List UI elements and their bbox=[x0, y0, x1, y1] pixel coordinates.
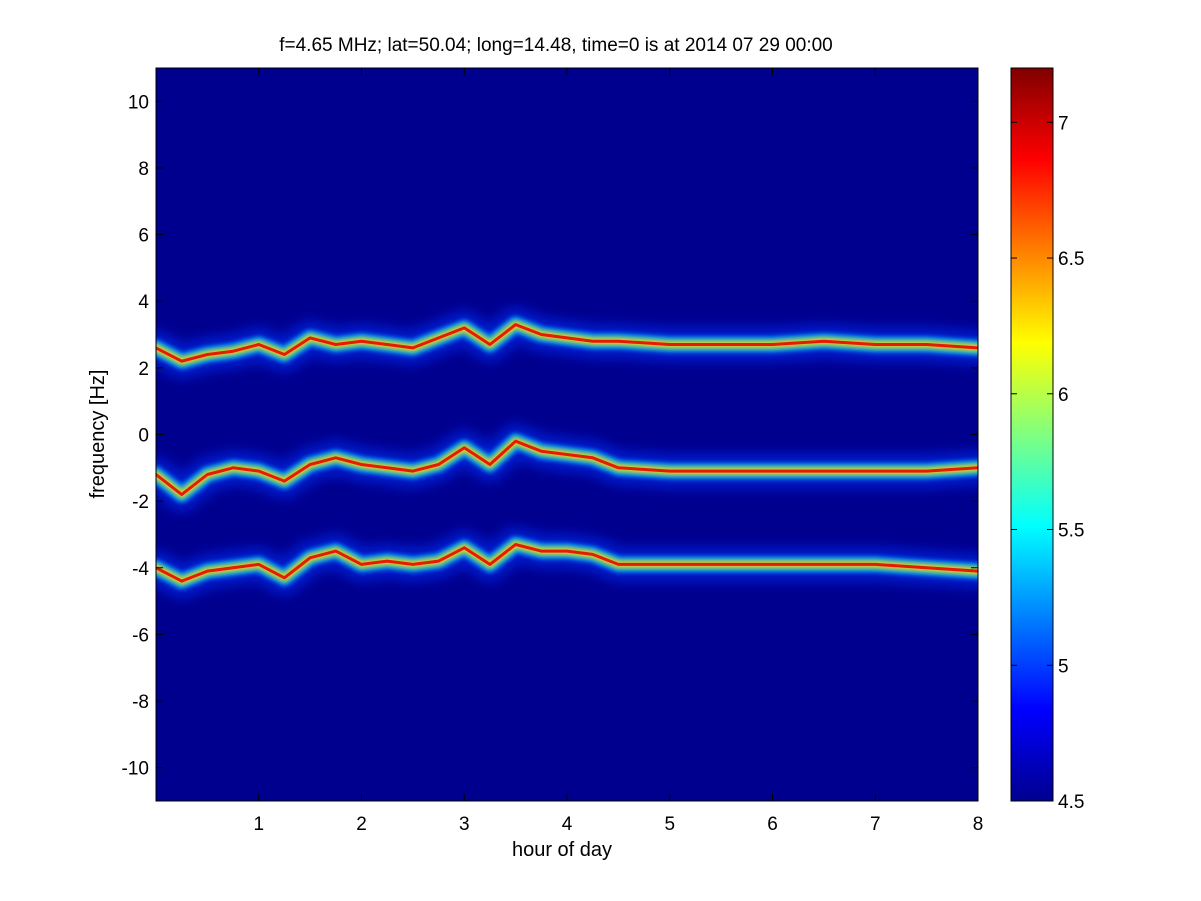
y-axis-label: frequency [Hz] bbox=[87, 370, 109, 499]
x-tick-label: 7 bbox=[870, 814, 881, 835]
series-2-trace-peak bbox=[156, 543, 978, 583]
series-0-trace-peak bbox=[156, 323, 978, 363]
plot-area: 1 2 3 4 5 6 7 8 -10 -8 -6 -4 -2 0 2 4 6 8 10 bbox=[122, 67, 983, 835]
chart-title: f=4.65 MHz; lat=50.04; long=14.48, time=… bbox=[279, 35, 833, 56]
colorbar-gradient bbox=[1010, 67, 1054, 802]
y-tick-label: 0 bbox=[138, 426, 149, 447]
series-1-trace-peak bbox=[156, 439, 978, 496]
colorbar-tick-label: 6.5 bbox=[1058, 249, 1084, 270]
y-tick-label: -8 bbox=[132, 692, 149, 713]
x-tick-label: 6 bbox=[767, 814, 778, 835]
colorbar-tick-label: 5.5 bbox=[1058, 521, 1084, 542]
colorbar: 4.5 5 5.5 6 6.5 7 bbox=[1010, 67, 1084, 813]
y-tick-label: 6 bbox=[138, 226, 149, 247]
colorbar-tick-label: 7 bbox=[1058, 113, 1069, 134]
x-tick-label: 8 bbox=[973, 814, 984, 835]
y-axis-ticks: -10 -8 -6 -4 -2 0 2 4 6 8 10 bbox=[122, 92, 978, 780]
y-tick-label: 4 bbox=[138, 292, 149, 313]
x-tick-label: 1 bbox=[253, 814, 264, 835]
colorbar-tick-label: 5 bbox=[1058, 656, 1069, 677]
colorbar-tick-label: 6 bbox=[1058, 385, 1069, 406]
y-tick-label: -2 bbox=[132, 492, 149, 513]
x-axis-label: hour of day bbox=[512, 839, 612, 861]
colorbar-ticks: 4.5 5 5.5 6 6.5 7 bbox=[1011, 113, 1084, 813]
y-tick-label: -6 bbox=[132, 625, 149, 646]
colorbar-tick-label: 4.5 bbox=[1058, 792, 1084, 813]
x-axis-ticks: 1 2 3 4 5 6 7 8 bbox=[253, 68, 983, 835]
y-tick-label: 2 bbox=[138, 359, 149, 380]
y-tick-label: 10 bbox=[128, 92, 149, 113]
x-tick-label: 4 bbox=[562, 814, 573, 835]
y-tick-label: -4 bbox=[132, 559, 149, 580]
x-tick-label: 2 bbox=[356, 814, 367, 835]
spectral-traces bbox=[156, 307, 978, 599]
x-tick-label: 3 bbox=[459, 814, 470, 835]
y-tick-label: 8 bbox=[138, 159, 149, 180]
x-tick-label: 5 bbox=[664, 814, 675, 835]
plot-background bbox=[156, 68, 978, 801]
y-tick-label: -10 bbox=[122, 759, 149, 780]
